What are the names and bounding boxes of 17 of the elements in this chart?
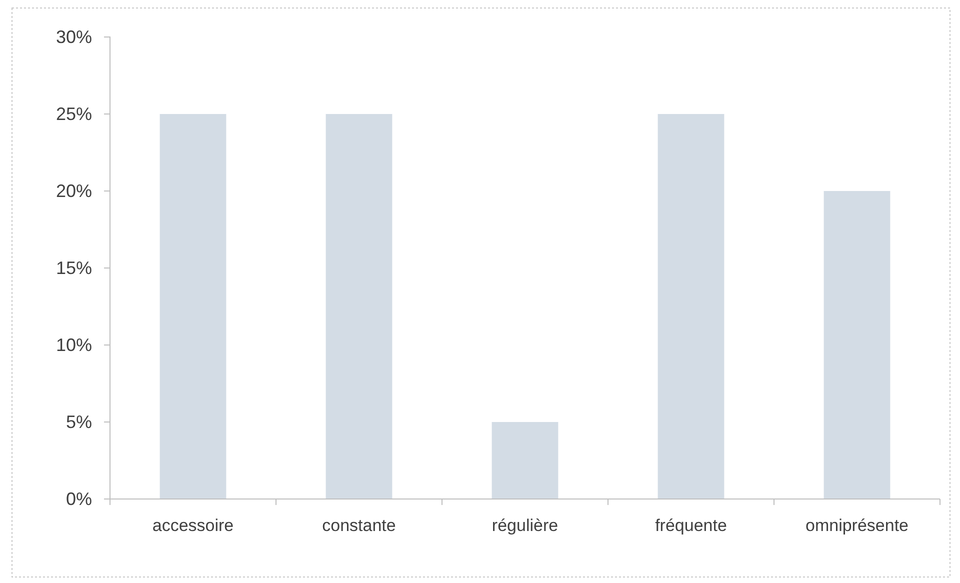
y-tick-label: 0% <box>66 488 92 509</box>
y-tick-label: 15% <box>56 258 92 278</box>
bar <box>160 114 226 499</box>
y-tick-label: 10% <box>56 334 92 355</box>
y-tick-label: 20% <box>56 180 92 201</box>
y-tick-label: 25% <box>56 104 92 124</box>
x-tick-label: fréquente <box>655 516 727 536</box>
x-tick-label: accessoire <box>152 516 234 536</box>
y-tick-label: 30% <box>56 26 92 47</box>
bar <box>824 191 890 499</box>
bar <box>492 422 558 499</box>
x-tick-label: constante <box>322 516 396 536</box>
bar <box>658 114 724 499</box>
bar <box>326 114 392 499</box>
x-tick-label: omniprésente <box>805 516 909 536</box>
x-tick-label: régulière <box>492 516 558 536</box>
y-tick-label: 5% <box>66 412 92 432</box>
